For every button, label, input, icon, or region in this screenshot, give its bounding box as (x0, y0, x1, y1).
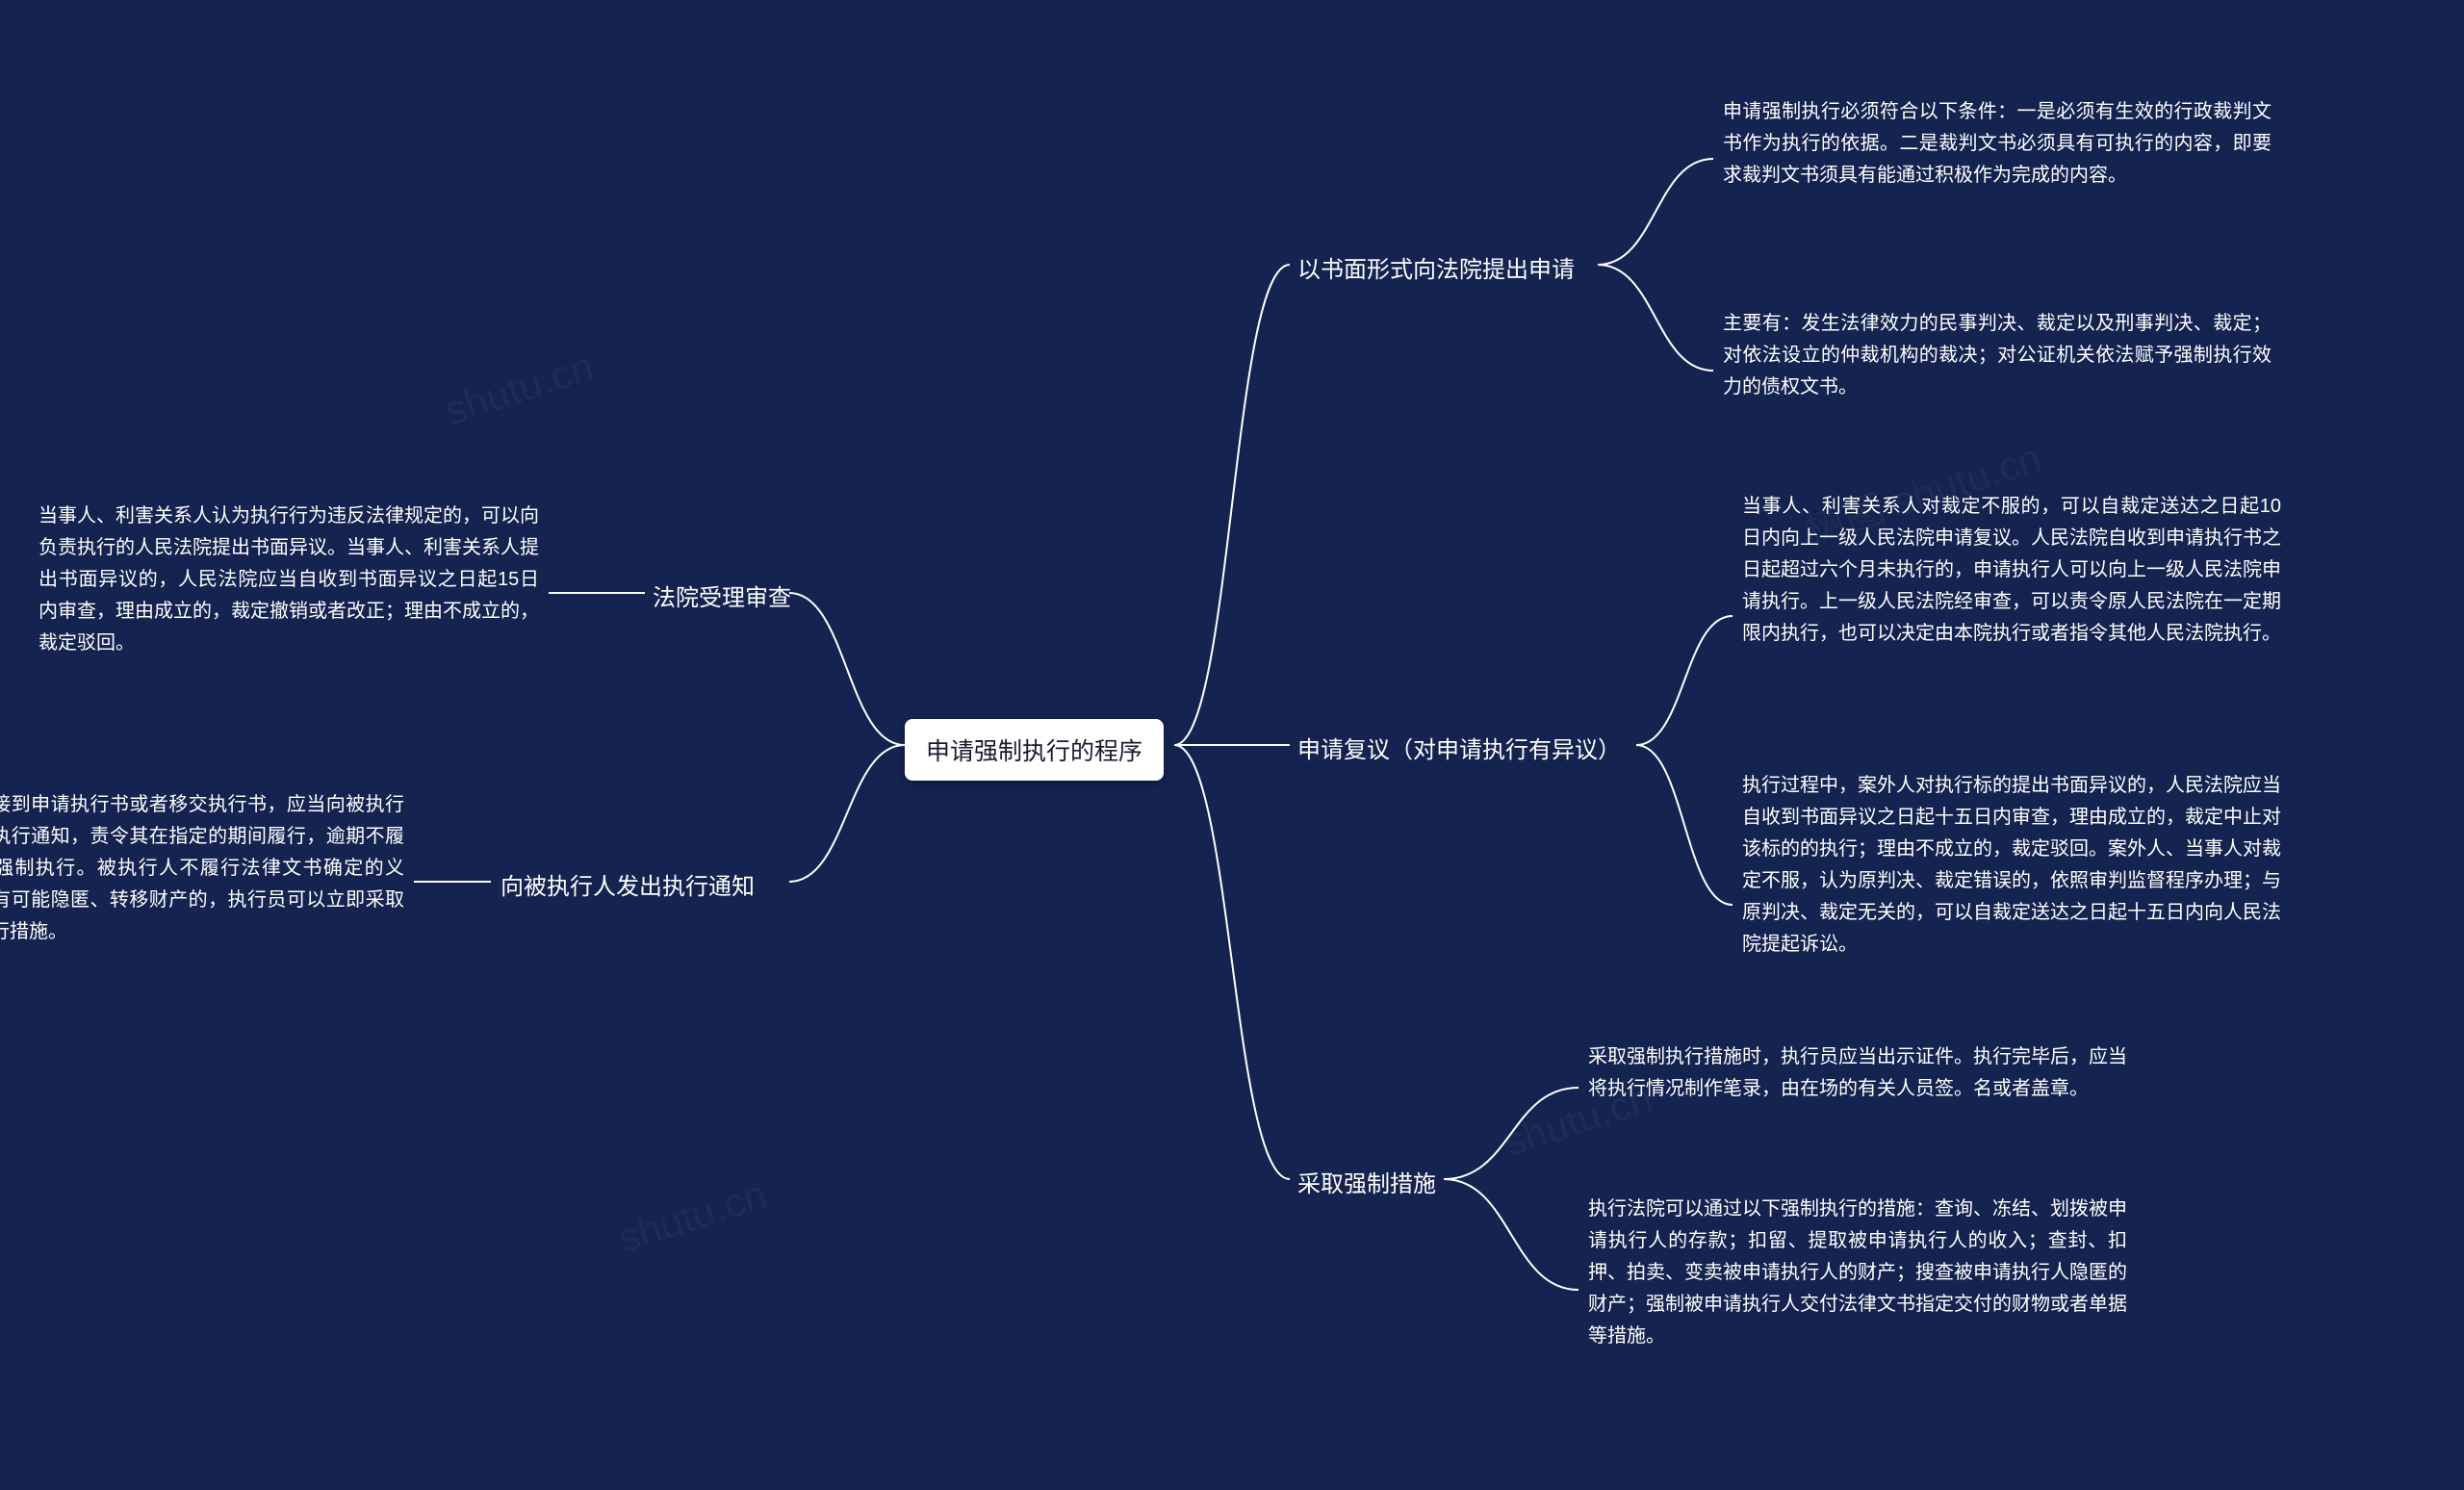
root-node: 申请强制执行的程序 (905, 719, 1164, 781)
branch-right-1: 以书面形式向法院提出申请 (1297, 250, 1575, 284)
leaf-l2-1: 执行员接到申请执行书或者移交执行书，应当向被执行人发出执行通知，责令其在指定的期… (0, 789, 404, 948)
leaf-r3-2: 执行法院可以通过以下强制执行的措施：查询、冻结、划拨被申请执行人的存款；扣留、提… (1588, 1194, 2127, 1352)
branch-left-1: 法院受理审查 (653, 578, 791, 612)
leaf-r1-2: 主要有：发生法律效力的民事判决、裁定以及刑事判决、裁定；对依法设立的仲裁机构的裁… (1723, 308, 2272, 403)
leaf-r2-1: 当事人、利害关系人对裁定不服的，可以自裁定送达之日起10日内向上一级人民法院申请… (1742, 491, 2281, 650)
leaf-l1-1: 当事人、利害关系人认为执行行为违反法律规定的，可以向负责执行的人民法院提出书面异… (38, 501, 539, 659)
root-label: 申请强制执行的程序 (926, 738, 1142, 765)
branch-left-2: 向被执行人发出执行通知 (500, 867, 755, 901)
branch-right-3: 采取强制措施 (1297, 1165, 1436, 1198)
leaf-r2-2: 执行过程中，案外人对执行标的提出书面异议的，人民法院应当自收到书面异议之日起十五… (1742, 770, 2281, 961)
leaf-r1-1: 申请强制执行必须符合以下条件：一是必须有生效的行政裁判文书作为执行的依据。二是裁… (1723, 96, 2272, 192)
branch-right-2: 申请复议（对申请执行有异议） (1297, 731, 1621, 764)
watermark: shutu.cn (439, 344, 599, 435)
watermark: shutu.cn (612, 1171, 772, 1263)
leaf-r3-1: 采取强制执行措施时，执行员应当出示证件。执行完毕后，应当将执行情况制作笔录，由在… (1588, 1041, 2127, 1105)
mindmap-canvas: shutu.cn shutu.cn 树图 shutu.cn shutu.cn (0, 0, 2464, 1490)
